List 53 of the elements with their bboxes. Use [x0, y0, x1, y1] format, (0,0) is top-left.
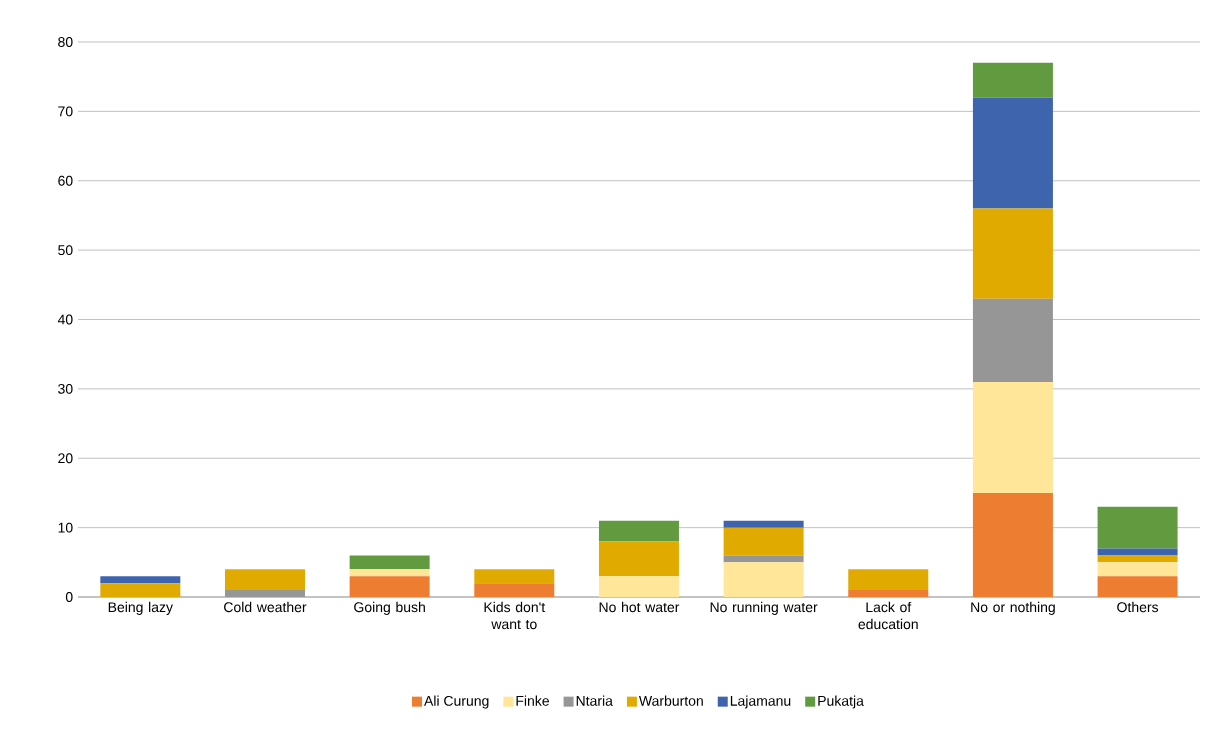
bar: [972, 492, 1053, 597]
bar: [349, 555, 430, 570]
y-tick-label: 10: [58, 522, 73, 533]
bar: [723, 520, 804, 528]
bar: [972, 298, 1053, 382]
x-tick-label: Kids don't want to: [484, 601, 546, 630]
bar: [100, 576, 181, 584]
legend-label: Warburton: [638, 695, 703, 706]
bar: [1097, 555, 1178, 563]
x-tick-label: No or nothing: [971, 601, 1055, 615]
bar: [1097, 576, 1178, 597]
x-tick-label: Cold weather: [224, 601, 307, 613]
bar: [848, 590, 929, 597]
legend-label: Finke: [516, 695, 549, 706]
bar: [1097, 548, 1178, 556]
bar: [723, 555, 804, 563]
y-tick-label: 80: [58, 37, 73, 47]
y-tick-label: 50: [58, 245, 73, 256]
bar: [598, 576, 679, 597]
y-tick-label: 70: [58, 106, 73, 117]
x-tick-label: Others: [1117, 601, 1159, 613]
x-tick-label: Going bush: [354, 601, 425, 615]
bar: [723, 562, 804, 597]
bar: [349, 569, 430, 577]
bar: [474, 583, 555, 597]
bar: [723, 527, 804, 556]
bar: [474, 569, 555, 584]
x-tick-label: Lack of education: [858, 601, 918, 630]
bar: [972, 62, 1053, 98]
x-tick-label: No running water: [710, 601, 818, 615]
bar: [224, 569, 305, 591]
y-tick-label: 20: [58, 453, 73, 464]
legend-label: Lajamanu: [730, 695, 791, 709]
bar: [1097, 562, 1178, 577]
bar: [349, 576, 430, 597]
bar: [100, 583, 181, 597]
bar: [848, 569, 929, 591]
bar: [1097, 506, 1178, 549]
bar: [224, 590, 305, 597]
legend-label: Ntaria: [576, 695, 613, 706]
bar: [972, 97, 1053, 209]
x-tick-label: No hot water: [599, 601, 680, 613]
y-tick-label: 40: [57, 314, 73, 325]
y-tick-label: 0: [65, 592, 73, 602]
legend-label: Pukatja: [818, 695, 864, 709]
bar: [598, 520, 679, 542]
x-tick-label: Being lazy: [108, 601, 173, 615]
y-tick-label: 60: [58, 175, 73, 186]
bar: [598, 541, 679, 577]
bar: [972, 381, 1053, 493]
y-tick-label: 30: [58, 383, 73, 394]
bar: [972, 208, 1053, 299]
legend-label: Ali Curung: [424, 695, 489, 709]
